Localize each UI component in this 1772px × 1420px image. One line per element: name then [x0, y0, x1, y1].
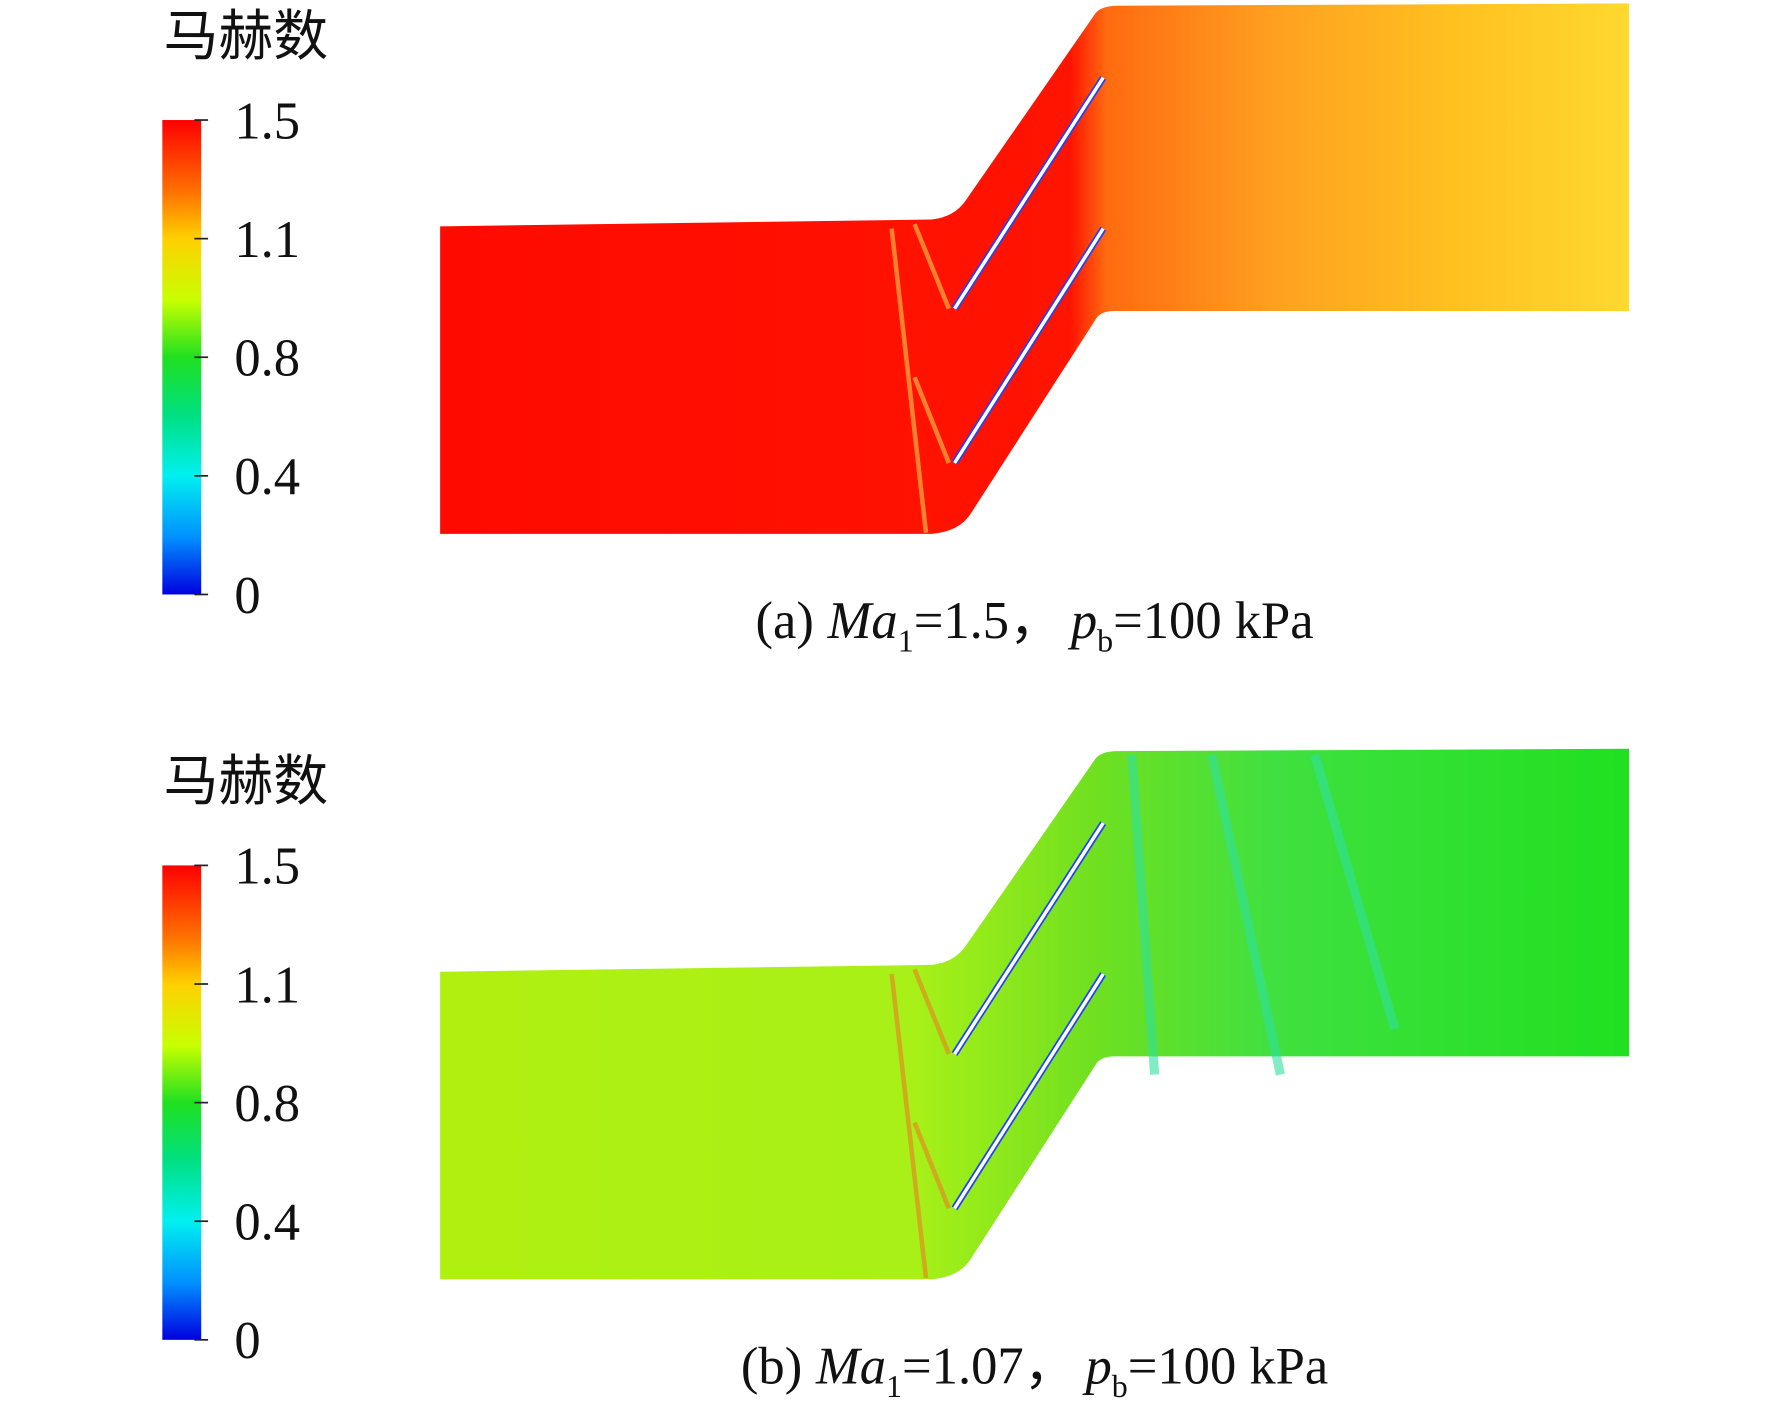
- colorbar-tick-label: 1.5: [234, 838, 300, 896]
- contour-field: [440, 3, 1630, 534]
- colorbar-tick-label: 0.4: [234, 448, 300, 506]
- colorbar-tick-label: 1.1: [234, 211, 300, 269]
- caption-part: (a): [756, 592, 814, 650]
- caption: (b) Ma1=1.07， pb=100 kPa: [741, 1337, 1328, 1404]
- wake-band: [1207, 753, 1285, 1076]
- blade: [953, 76, 1105, 310]
- colorbar-tick-label: 0: [234, 567, 260, 625]
- caption-part: =100 kPa: [1113, 592, 1314, 650]
- caption-part: p: [1067, 592, 1097, 650]
- shock-wave: [889, 973, 929, 1279]
- blade: [953, 822, 1105, 1055]
- colorbar-tick-label: 0.8: [234, 1075, 300, 1133]
- contour-field: [440, 748, 1630, 1280]
- caption-part: (b): [741, 1337, 802, 1395]
- panel: 马赫数 1.5 1.1 0.8 0.4 0 (b) Ma1=1.07， pb=100 kPa: [162, 748, 1630, 1404]
- shock-wave: [912, 376, 951, 464]
- colorbar-title: 马赫数: [163, 6, 328, 67]
- caption-part: 1: [898, 623, 914, 659]
- caption: (a) Ma1=1.5， pb=100 kPa: [756, 592, 1314, 659]
- caption-part: =100 kPa: [1128, 1337, 1329, 1395]
- wake-band: [1310, 753, 1400, 1031]
- colorbar-tick-label: 0: [234, 1312, 260, 1370]
- colorbar-title: 马赫数: [163, 751, 328, 812]
- wake-band: [1127, 754, 1160, 1075]
- caption-part: 1: [886, 1368, 902, 1404]
- caption-part: b: [1097, 623, 1113, 659]
- caption-part: Ma: [827, 592, 898, 650]
- shock-wave: [912, 223, 951, 310]
- panel: 马赫数 1.5 1.1 0.8 0.4 0 (a) Ma1=1.5， pb=100 kPa: [162, 3, 1630, 659]
- caption-part: =1.07，: [902, 1337, 1076, 1395]
- colorbar-tick-label: 1.1: [234, 956, 300, 1014]
- shock-wave: [912, 1121, 951, 1210]
- caption-part: Ma: [815, 1337, 886, 1395]
- colorbar-tick-label: 0.4: [234, 1194, 300, 1252]
- shock-wave: [889, 228, 929, 533]
- blade: [953, 973, 1105, 1210]
- caption-part: p: [1081, 1337, 1111, 1395]
- caption-part: =1.5，: [914, 592, 1062, 650]
- blade: [953, 227, 1105, 464]
- shock-wave: [912, 968, 951, 1055]
- caption-part: b: [1112, 1368, 1128, 1404]
- colorbar-tick-label: 1.5: [234, 92, 300, 150]
- colorbar-tick-label: 0.8: [234, 330, 300, 388]
